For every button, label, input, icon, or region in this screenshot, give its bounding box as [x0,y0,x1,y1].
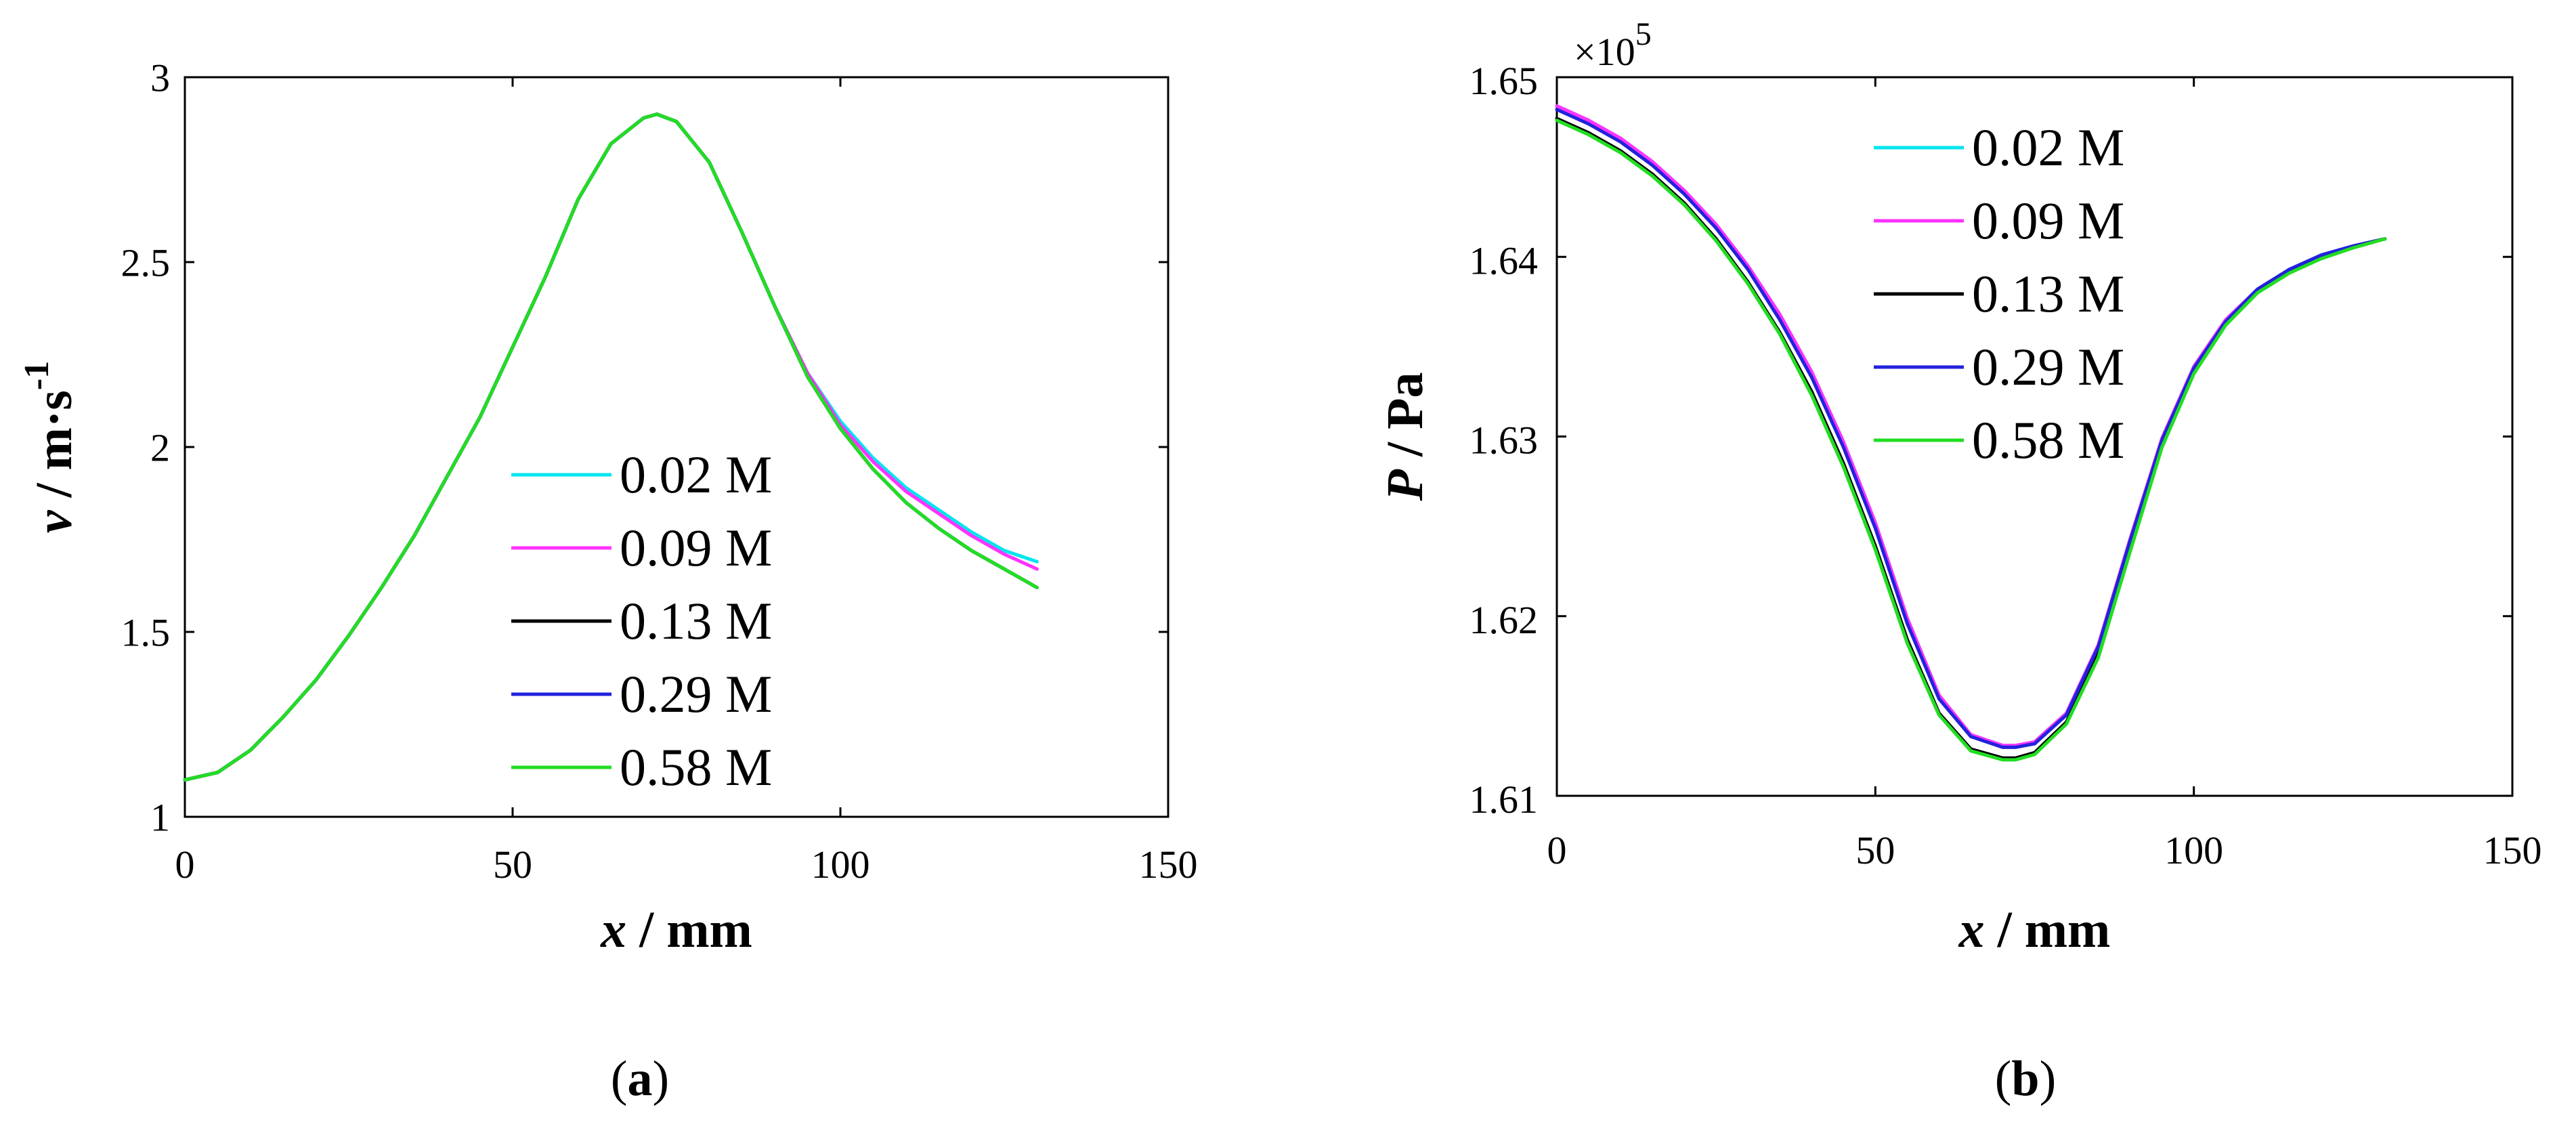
x-tick-label: 50 [1855,828,1895,872]
legend: 0.02 M 0.09 M 0.13 M 0.29 M 0.58 M [1874,118,2124,469]
y-tick-label: 2 [150,425,170,469]
series-line-0-02-M [183,112,1039,782]
legend-entry: 0.29 M [620,664,772,723]
panel-label-close: ) [653,1051,670,1107]
series-line-0-58-M [1555,119,2387,762]
x-tick-label: 100 [811,843,870,887]
legend: 0.02 M 0.09 M 0.13 M 0.29 M 0.58 M [511,445,772,796]
x-tick-label: 150 [1139,843,1198,887]
y-tick-label: 1.65 [1469,59,1539,103]
x-tick-label: 0 [1547,828,1567,872]
y-tick-label: 3 [150,56,170,100]
y-axis-unit: / Pa [1377,373,1434,470]
y-tick-label: 2.5 [121,240,171,284]
y-tick-label: 1.61 [1469,778,1539,822]
y-axis-var: P [1377,469,1434,501]
y-axis-exponent: ×105 [1574,16,1652,74]
y-axis-label: v / m·s-1 [18,361,83,533]
legend-entry: 0.09 M [620,518,772,577]
y-tick-label: 1 [150,795,170,839]
x-tick-label: 0 [175,843,195,887]
series-line-0-13-M [183,112,1039,782]
legend-entry: 0.02 M [620,445,772,504]
panel-label: (a) [611,1051,669,1107]
legend-entry: 0.58 M [620,738,772,796]
x-axis-label: x / mm [1958,901,2111,958]
x-axis-var: x [600,901,626,958]
y-tick-label: 1.64 [1469,238,1539,282]
legend-entry: 0.58 M [1972,410,2124,469]
x-tick-label: 150 [2483,828,2542,872]
legend-entry: 0.13 M [1972,264,2124,323]
exponent-sup: 5 [1635,16,1652,52]
x-tick-label: 50 [493,843,532,887]
legend-entry: 0.02 M [1972,118,2124,177]
x-axis-unit: / mm [1985,901,2111,958]
panel-label-letter: b [2011,1051,2039,1107]
panel-label-open: ( [611,1051,628,1107]
y-tick-label: 1.63 [1469,419,1539,463]
panel-label-close: ) [2040,1051,2057,1107]
x-axis-label: x / mm [600,901,752,958]
series-line-0-29-M [1555,108,2387,749]
panel-label: (b) [1995,1051,2056,1107]
y-tick-label: 1.62 [1469,598,1539,642]
x-axis-unit: / mm [626,901,752,958]
exponent-prefix: ×10 [1574,30,1635,74]
series-line-0-29-M [183,112,1039,782]
chart-panel-a: 0 50 100 150 1 1.5 2 2.5 3 0.02 M 0.09 M 0.13 M 0.29… [18,56,1198,1107]
legend-entry: 0.13 M [620,591,772,650]
legend-entry: 0.29 M [1972,337,2124,396]
legend-entry: 0.09 M [1972,191,2124,250]
x-axis-var: x [1958,901,1985,958]
y-axis-var: v [26,509,83,533]
y-axis-label: P / Pa [1377,373,1434,502]
x-tick-label: 100 [2164,828,2223,872]
series-line-0-13-M [1555,116,2387,760]
panel-label-letter: a [628,1051,653,1107]
y-tick-label: 1.5 [121,610,171,654]
series-line-0-58-M [183,112,1039,782]
y-axis-unit: / m·s [26,390,83,510]
panel-label-open: ( [1995,1051,2012,1107]
y-axis-sup: -1 [18,361,56,390]
series-line-0-09-M [183,112,1039,782]
